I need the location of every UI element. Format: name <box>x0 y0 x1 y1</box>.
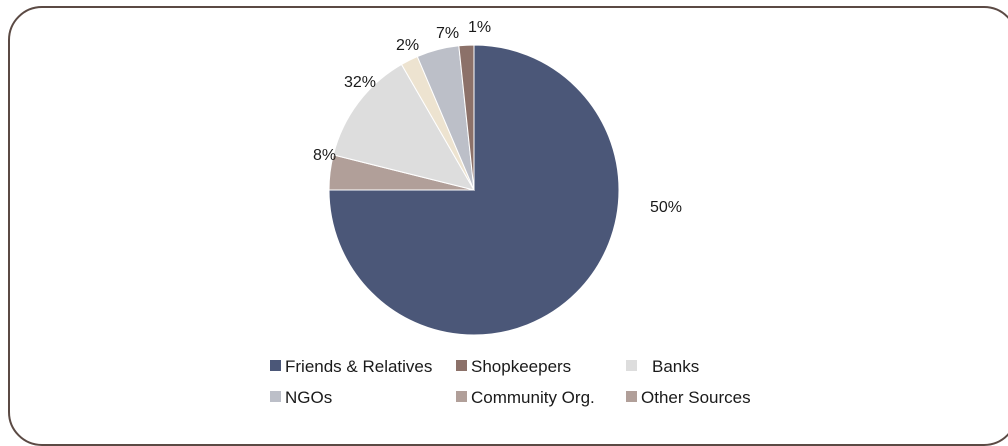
slice-banks <box>332 63 476 191</box>
legend-swatch-banks <box>626 360 637 371</box>
data-label-shopkeepers: 1% <box>468 19 491 36</box>
legend: Friends & Relatives Shopkeepers Banks NGOs C… <box>270 357 751 407</box>
legend-swatch-other-sources <box>626 391 637 402</box>
legend-label-community-org: Community Org. <box>471 388 595 407</box>
pie-slices <box>328 44 620 336</box>
legend-swatch-ngos <box>270 391 281 402</box>
legend-label-banks: Banks <box>652 357 699 376</box>
legend-label-shopkeepers: Shopkeepers <box>471 357 571 376</box>
data-label-community-org: 8% <box>313 147 336 164</box>
data-label-ngos: 7% <box>436 25 459 42</box>
data-label-banks: 32% <box>344 74 376 91</box>
pie-labels: 50% 8% 32% 2% 7% 1% <box>313 19 682 216</box>
data-label-friends-relatives: 50% <box>650 199 682 216</box>
data-label-other-sources: 2% <box>396 37 419 54</box>
legend-label-friends-relatives: Friends & Relatives <box>285 357 432 376</box>
legend-swatch-community-org <box>456 391 467 402</box>
legend-label-other-sources: Other Sources <box>641 388 751 407</box>
legend-swatch-friends-relatives <box>270 360 281 371</box>
slice-shopkeepers <box>458 44 475 191</box>
pie-chart: 50% 8% 32% 2% 7% 1% Friends & Relatives Shopke… <box>270 19 751 407</box>
legend-swatch-shopkeepers <box>456 360 467 371</box>
legend-label-ngos: NGOs <box>285 388 332 407</box>
